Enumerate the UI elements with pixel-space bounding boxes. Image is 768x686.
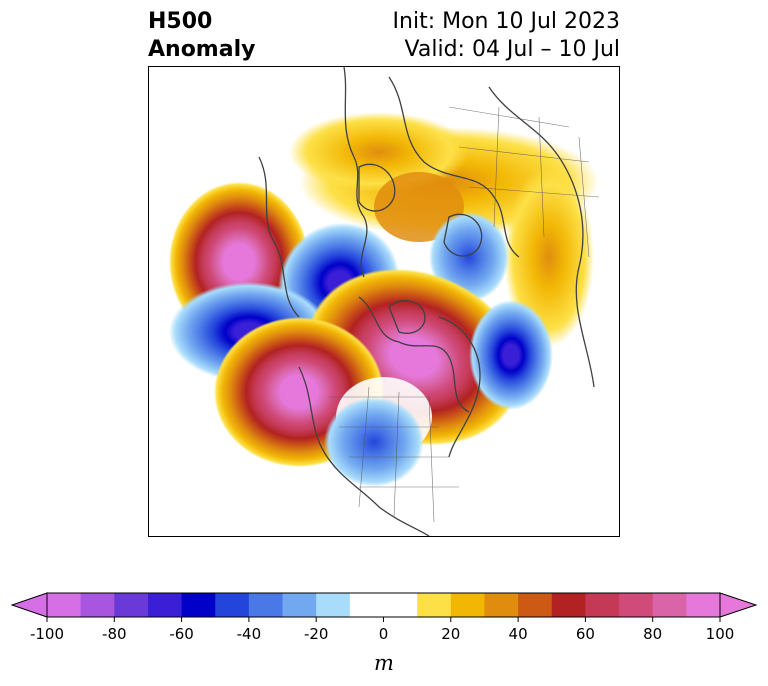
colorbar-cell [383,593,418,617]
colorbar-cell [147,593,183,617]
colorbar-max-extend [719,592,758,618]
anomaly-map [169,67,600,536]
coastlines [258,67,595,536]
colorbar-tick-label: -40 [237,625,262,643]
colorbar-tick-label: -80 [102,625,127,643]
colorbar-tick-label: -20 [304,625,329,643]
colorbar-cell [181,593,216,617]
colorbar-min-extend [10,592,48,618]
colorbar-tick-label: 60 [576,625,595,643]
colorbar-cell [686,593,721,617]
colorbar-tick-label: 0 [379,625,389,643]
colorbar-cell [47,593,82,617]
colorbar-cell [248,593,284,617]
colorbar: -100 -80 -60 -40 -20 0 20 40 60 80 100 m [10,592,758,675]
valid-period: Valid: 04 Jul – 10 Jul [404,37,620,62]
colorbar-cell [585,593,620,617]
colorbar-tick-label: 100 [706,625,735,643]
colorbar-cell [349,593,384,617]
colorbar-ticks: -100 -80 -60 -40 -20 0 20 40 60 80 100 [30,617,734,643]
title-anomaly: Anomaly [148,37,256,62]
colorbar-cell [551,593,586,617]
map-panel [148,66,620,537]
colorbar-cell [80,593,115,617]
colorbar-tick-label: -100 [30,625,64,643]
political-borders [329,106,600,523]
map-title-right: Init: Mon 10 Jul 2023 Valid: 04 Jul – 10… [393,8,620,64]
colorbar-cell [417,593,452,617]
colorbar-cell [518,593,553,617]
colorbar-cell [652,593,687,617]
colorbar-cells [47,593,721,617]
map-title-left: H500 Anomaly [148,8,255,64]
central-us-negative-anomaly [324,397,424,487]
ne-atlantic-negative-anomaly [469,300,553,410]
colorbar-unit-label: m [374,651,394,675]
colorbar-cell [619,593,654,617]
colorbar-cell [450,593,485,617]
title-field: H500 [148,9,213,34]
colorbar-tick-label: -60 [169,625,194,643]
colorbar-tick-label: 40 [509,625,528,643]
colorbar-cell [215,593,250,617]
colorbar-cell [114,593,149,617]
colorbar-tick-label: 80 [643,625,662,643]
colorbar-tick-label: 20 [441,625,460,643]
colorbar-cell [484,593,519,617]
init-time: Init: Mon 10 Jul 2023 [392,9,620,34]
colorbar-cell [282,593,317,617]
colorbar-cell [316,593,351,617]
